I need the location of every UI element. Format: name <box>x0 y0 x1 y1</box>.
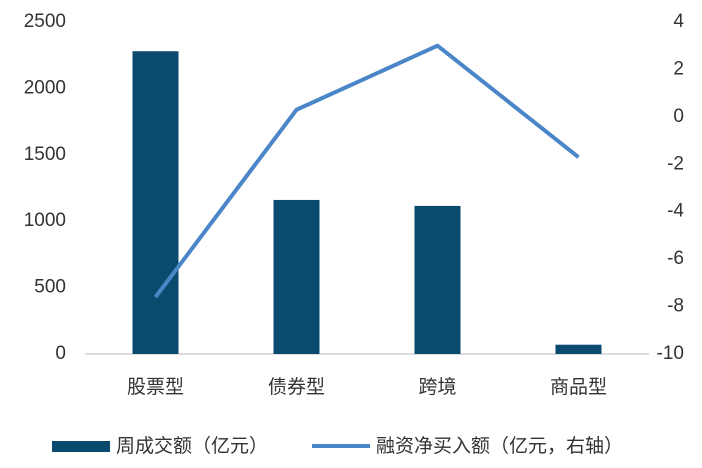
x-tick-label: 跨境 <box>418 376 456 398</box>
bar <box>273 199 320 354</box>
y-tick-label: 2000 <box>24 77 66 98</box>
bar <box>555 344 602 354</box>
y2-tick-label: 0 <box>673 106 684 127</box>
x-tick-label: 股票型 <box>127 376 184 398</box>
bar <box>414 205 461 354</box>
legend-label: 周成交额（亿元） <box>116 435 268 457</box>
y-tick-label: 1500 <box>24 144 66 165</box>
x-tick-label: 债券型 <box>268 376 325 398</box>
legend-label: 融资净买入额（亿元，右轴） <box>376 435 623 457</box>
y-tick-label: 1000 <box>24 210 66 231</box>
y-tick-label: 0 <box>55 343 66 364</box>
y2-tick-label: -8 <box>667 296 684 317</box>
x-tick-label: 商品型 <box>550 376 607 398</box>
y2-tick-label: -10 <box>657 343 684 364</box>
line <box>153 43 580 299</box>
y2-tick-label: -4 <box>667 201 684 222</box>
legend-swatch <box>52 441 110 452</box>
y2-tick-label: 4 <box>673 11 684 32</box>
y2-tick-label: -6 <box>667 248 684 269</box>
y2-tick-label: -2 <box>667 153 684 174</box>
y-tick-label: 2500 <box>24 11 66 32</box>
bar <box>132 51 179 354</box>
y-tick-label: 500 <box>34 277 66 298</box>
y2-tick-label: 2 <box>673 58 684 79</box>
